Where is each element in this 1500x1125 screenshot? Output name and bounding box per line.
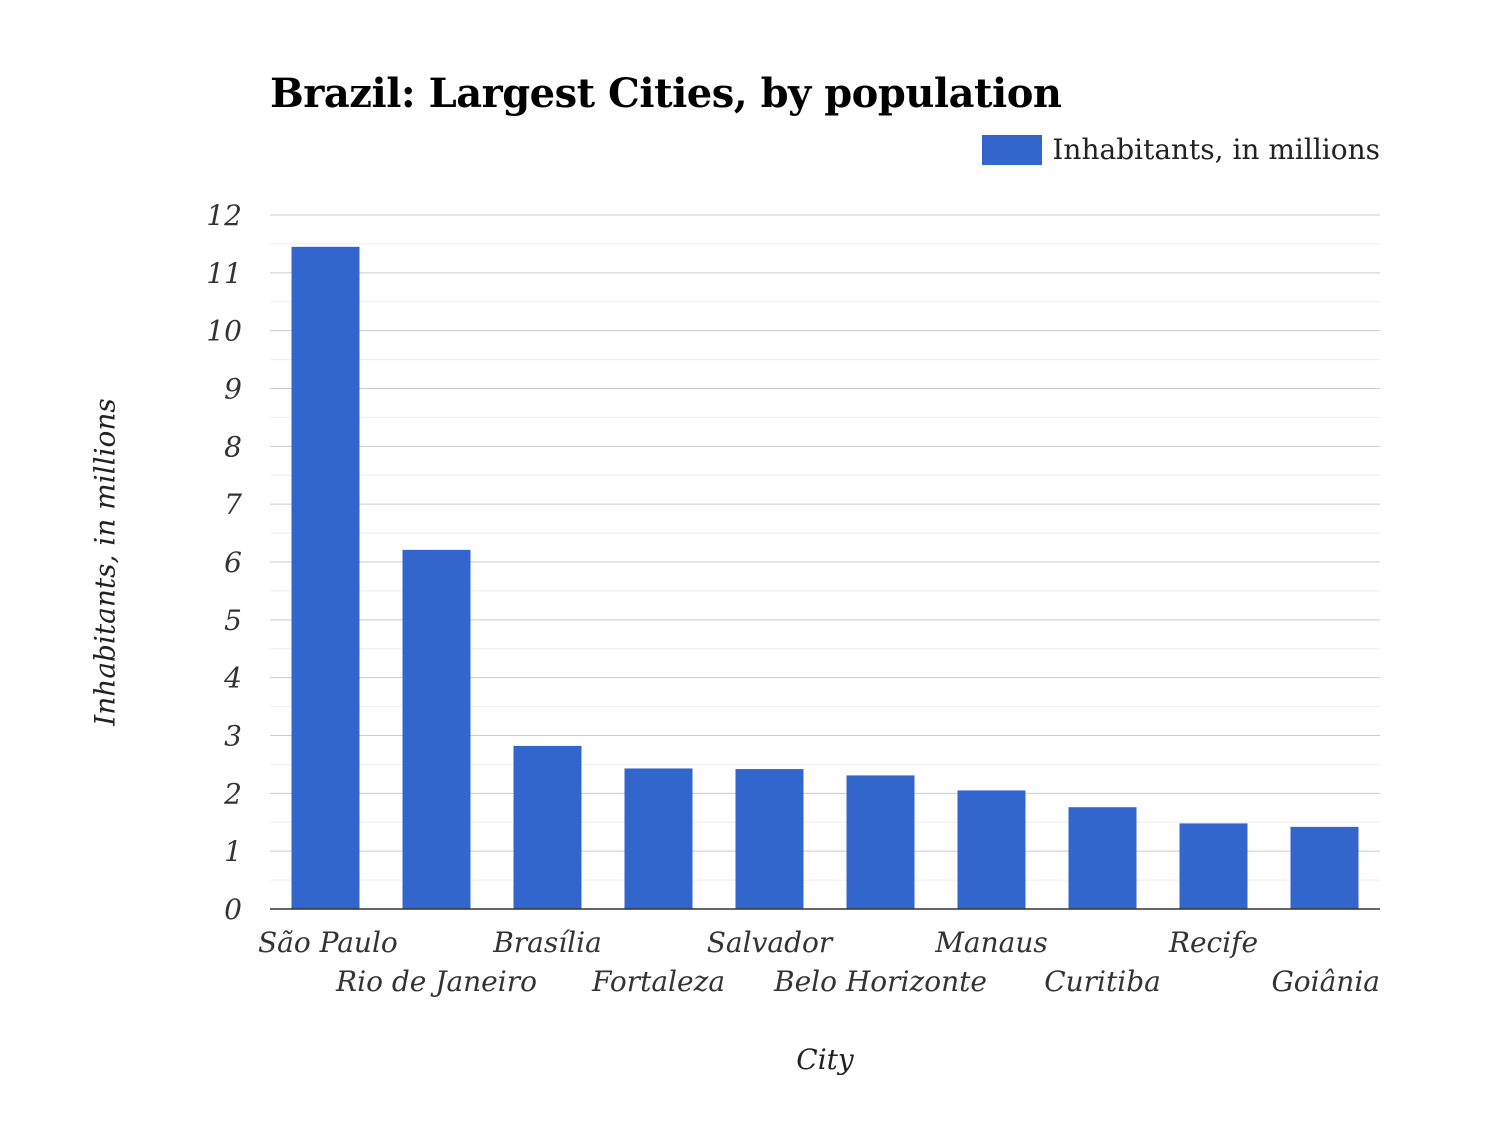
x-tick-label: Rio de Janeiro: [335, 965, 537, 998]
bar: [735, 769, 804, 909]
bar: [1179, 823, 1248, 909]
y-tick-label: 5: [224, 604, 242, 637]
y-tick-label: 8: [224, 430, 242, 463]
x-tick-label: Belo Horizonte: [773, 965, 987, 998]
y-tick-label: 2: [223, 777, 242, 810]
x-tick-label: São Paulo: [258, 926, 398, 959]
legend: Inhabitants, in millions: [982, 133, 1380, 166]
y-tick-label: 6: [224, 546, 242, 579]
bar: [1068, 807, 1137, 909]
y-tick-label: 7: [224, 488, 242, 521]
bar: [957, 790, 1026, 909]
y-tick-label: 12: [206, 199, 242, 232]
legend-swatch: [982, 134, 1043, 165]
x-tick-label: Recife: [1168, 926, 1258, 959]
bar: [513, 745, 582, 909]
x-tick-label: Salvador: [707, 926, 834, 959]
chart-title: Brazil: Largest Cities, by population: [270, 70, 1062, 117]
x-tick-label: Curitiba: [1044, 965, 1161, 998]
y-tick-label: 0: [224, 893, 242, 926]
x-tick-label: Goiânia: [1271, 965, 1380, 998]
y-tick-label: 3: [224, 720, 242, 753]
y-tick-label: 11: [206, 257, 242, 290]
bar: [1290, 826, 1359, 909]
x-tick-label: Manaus: [934, 926, 1048, 959]
y-tick-label: 1: [224, 835, 242, 868]
y-tick-label: 9: [224, 373, 242, 406]
x-tick-label: Fortaleza: [591, 965, 725, 998]
bar: [291, 246, 360, 909]
y-tick-label: 4: [223, 662, 242, 695]
x-tick-label: Brasília: [492, 926, 602, 959]
bar: [846, 775, 915, 909]
y-tick-label: 10: [206, 315, 242, 348]
x-axis-label: City: [796, 1043, 854, 1076]
legend-label: Inhabitants, in millions: [1052, 133, 1380, 166]
bar: [624, 768, 693, 909]
bar: [402, 549, 471, 909]
